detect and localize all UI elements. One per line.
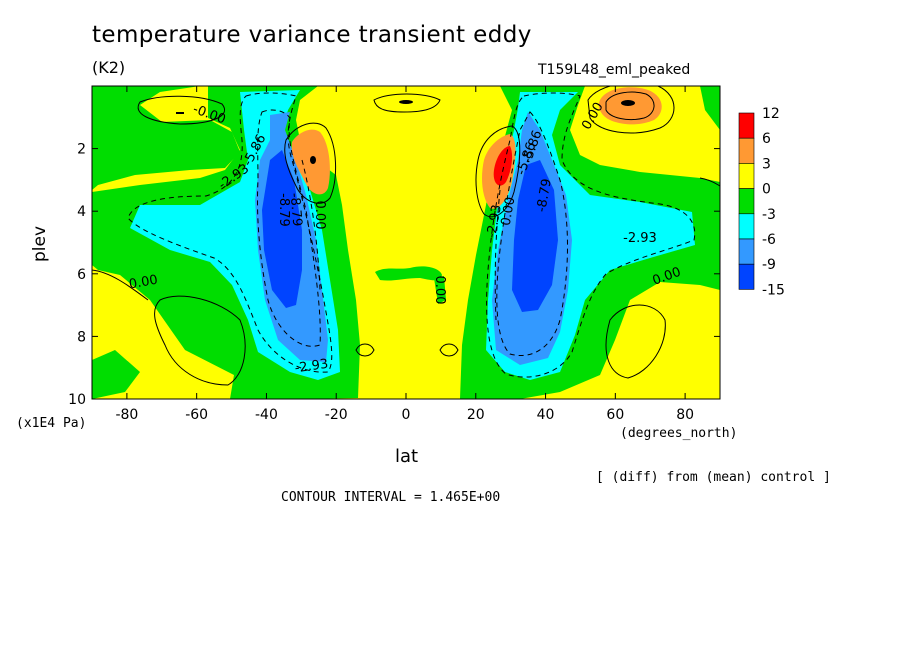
contour-label: 0.00 [312,201,327,230]
field-green-south [92,86,240,190]
x-axis-label: lat [395,446,419,467]
units-label: (K2) [92,58,126,77]
y-tick-label: 10 [68,392,86,408]
x-tick-label: -80 [115,407,138,423]
contour-label: -8.79 [534,178,555,214]
colorbar-label: -9 [762,257,776,273]
field-max-equator-top [399,100,413,104]
colorbar-label: -15 [762,282,785,298]
x-tick-label: -40 [255,407,278,423]
field-core-north [512,160,558,312]
contour-label: 0.00 [499,196,519,227]
colorbar-swatch [738,263,755,290]
y-tick-label: 8 [77,329,86,345]
y-axis-unit: (x1E4 Pa) [16,416,87,431]
contour-label: 0.00 [432,276,447,305]
field-green-south-low [92,350,140,399]
contour-lines-solid [92,86,720,386]
x-tick-label: 0 [402,407,411,423]
colorbar-label: -3 [762,207,776,223]
x-tick-label: 20 [467,407,485,423]
diff-note: [ (diff) from (mean) control ] [596,470,831,485]
field-max-small [176,112,184,114]
contour-label: -2.93 [294,357,329,377]
field-max-south [310,156,316,164]
y-tick-label: 2 [77,142,86,158]
contour-field [92,86,720,399]
colorbar-label: 0 [762,182,771,198]
run-name-label: T159L48_eml_peaked [538,62,691,78]
x-axis-unit: (degrees_north) [620,426,738,441]
contour-label: -2.93 [623,231,657,246]
contour-label: 0.00 [128,273,159,293]
colorbar: 12 6 3 0 -3 -6 -9 -15 [738,106,785,298]
colorbar-label: 3 [762,156,771,172]
colorbar-swatch [738,188,755,215]
x-tick-label: 60 [606,407,624,423]
x-tick-label: -60 [185,407,208,423]
contour-lines-dashed [127,92,696,378]
colorbar-swatch [738,213,755,240]
contour-label: -8.79 [276,193,291,227]
colorbar-swatch [738,137,755,164]
x-tick-label: 80 [676,407,694,423]
x-tick-label: -20 [325,407,348,423]
colorbar-swatch [738,112,755,139]
contour-interval-label: CONTOUR INTERVAL = 1.465E+00 [281,490,501,505]
contour-label: -8.79 [287,192,305,227]
colorbar-swatch [738,163,755,189]
colorbar-swatch [738,238,755,265]
axis-ticks: -80 -60 -40 -20 0 20 40 60 80 2 4 6 8 10 [68,86,720,423]
field-core-south [262,150,302,308]
y-tick-label: 4 [77,204,86,220]
x-tick-label: 40 [537,407,555,423]
contour-label: -2.93 [484,204,505,240]
field-green-north-polar [700,86,720,130]
colorbar-label: 6 [762,131,771,147]
y-tick-label: 6 [77,267,86,283]
colorbar-label: 12 [762,106,780,122]
field-green-equator [375,266,442,281]
field-max-polar [621,100,635,106]
field-green-equator-tail [434,276,446,304]
chart-title: temperature variance transient eddy [92,22,532,48]
colorbar-label: -6 [762,232,776,248]
field-red-north [493,146,513,186]
